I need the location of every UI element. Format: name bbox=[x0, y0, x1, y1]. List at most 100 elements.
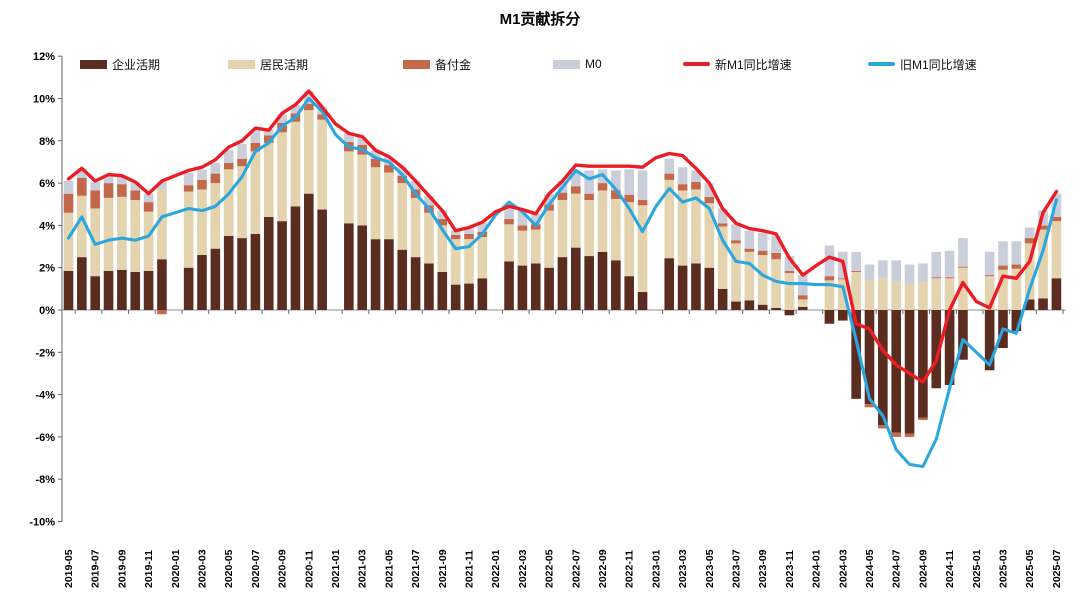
bar-segment-企业活期 bbox=[477, 278, 488, 310]
bar-segment-M0 bbox=[958, 238, 968, 267]
bar-segment-居民活期 bbox=[63, 212, 74, 271]
bar-segment-备付金 bbox=[437, 219, 448, 226]
bar-segment-备付金 bbox=[851, 270, 861, 272]
x-axis-label: 2022-07 bbox=[570, 549, 582, 588]
bar-segment-M0 bbox=[263, 129, 274, 136]
bar-segment-备付金 bbox=[223, 163, 234, 170]
bar-segment-居民活期 bbox=[424, 212, 434, 264]
x-axis-label: 2024-09 bbox=[917, 549, 929, 588]
bar-segment-居民活期 bbox=[824, 280, 835, 310]
bar-segment-居民活期 bbox=[237, 166, 247, 239]
bar-segment-备付金 bbox=[130, 190, 141, 201]
bar-segment-居民活期 bbox=[530, 229, 541, 264]
bar-segment-备付金 bbox=[143, 202, 154, 212]
bar-segment-居民活期 bbox=[1038, 229, 1048, 299]
bar-segment-M0 bbox=[464, 227, 474, 234]
bar-segment-企业活期 bbox=[143, 270, 154, 310]
bar-segment-企业活期 bbox=[677, 265, 688, 310]
bar-segment-备付金 bbox=[771, 252, 781, 260]
bar-segment-M0 bbox=[757, 232, 768, 251]
bar-segment-备付金 bbox=[304, 103, 314, 111]
x-axis-label: 2021-01 bbox=[330, 549, 342, 588]
bar-segment-M0 bbox=[277, 114, 287, 123]
bar-segment-居民活期 bbox=[410, 197, 421, 258]
y-axis-label: 6% bbox=[39, 178, 55, 190]
bar-segment-M0 bbox=[544, 193, 554, 205]
bar-segment-居民活期 bbox=[464, 239, 474, 284]
y-axis-label: -8% bbox=[35, 474, 55, 486]
legend-item-resident-demand: 居民活期 bbox=[228, 56, 308, 72]
bar-segment-企业活期 bbox=[864, 310, 875, 405]
bar-segment-企业活期 bbox=[571, 247, 581, 310]
bar-segment-M0 bbox=[931, 251, 942, 278]
bar-segment-企业活期 bbox=[237, 238, 247, 310]
bar-segment-企业活期 bbox=[450, 284, 461, 310]
legend: 企业活期 居民活期 备付金 M0 新M1同比增速 旧M1同比增速 bbox=[0, 56, 1080, 72]
bar-segment-企业活期 bbox=[851, 310, 861, 399]
bar-segment-备付金 bbox=[931, 277, 942, 279]
x-axis-label: 2023-11 bbox=[784, 550, 796, 588]
bar-segment-企业活期 bbox=[263, 216, 274, 310]
x-axis-label: 2023-03 bbox=[677, 549, 689, 588]
bar-segment-M0 bbox=[424, 195, 434, 206]
bar-segment-备付金 bbox=[1038, 225, 1048, 230]
bar-segment-M0 bbox=[677, 167, 688, 185]
bar-segment-M0 bbox=[704, 183, 715, 197]
bar-segment-M0 bbox=[183, 172, 194, 186]
bar-segment-M0 bbox=[611, 170, 621, 191]
bar-segment-备付金 bbox=[757, 250, 768, 256]
bar-segment-居民活期 bbox=[344, 151, 354, 224]
bar-segment-M0 bbox=[344, 133, 354, 142]
bar-segment-企业活期 bbox=[504, 261, 514, 310]
x-axis-label: 2020-11 bbox=[303, 550, 315, 588]
bar-segment-M0 bbox=[878, 260, 888, 279]
bar-segment-居民活期 bbox=[691, 189, 701, 264]
bar-segment-备付金 bbox=[370, 158, 381, 168]
bar-segment-备付金 bbox=[891, 432, 901, 437]
x-axis-label: 2020-03 bbox=[197, 549, 209, 588]
bar-segment-M0 bbox=[397, 167, 408, 176]
bar-segment-M0 bbox=[117, 175, 127, 185]
bar-segment-M0 bbox=[143, 193, 154, 203]
legend-swatch-m0-icon bbox=[553, 59, 580, 69]
bar-segment-居民活期 bbox=[277, 132, 287, 222]
bar-segment-备付金 bbox=[517, 225, 528, 231]
bar-segment-企业活期 bbox=[624, 276, 634, 310]
bar-segment-居民活期 bbox=[117, 196, 127, 270]
bar-segment-备付金 bbox=[464, 233, 474, 240]
bar-segment-居民活期 bbox=[611, 198, 621, 261]
bar-segment-居民活期 bbox=[450, 239, 461, 285]
bar-segment-企业活期 bbox=[290, 206, 301, 310]
legend-label-old-m1-yoy: 旧M1同比增速 bbox=[900, 57, 977, 72]
bar-segment-居民活期 bbox=[250, 151, 261, 234]
bar-segment-M0 bbox=[90, 182, 100, 191]
bar-segment-M0 bbox=[944, 250, 955, 278]
bar-segment-居民活期 bbox=[517, 230, 528, 266]
bar-segment-备付金 bbox=[677, 184, 688, 191]
bar-segment-M0 bbox=[664, 158, 675, 174]
bar-segment-M0 bbox=[237, 143, 247, 159]
x-axis-label: 2019-05 bbox=[63, 549, 75, 588]
bar-segment-企业活期 bbox=[304, 193, 314, 310]
bar-segment-备付金 bbox=[1011, 264, 1022, 269]
bar-segment-备付金 bbox=[664, 173, 675, 180]
x-axis-label: 2022-03 bbox=[517, 549, 529, 588]
bar-segment-M0 bbox=[223, 150, 234, 164]
chart-title: M1贡献拆分 bbox=[499, 11, 581, 28]
bar-segment-备付金 bbox=[918, 417, 928, 420]
bar-segment-备付金 bbox=[263, 135, 274, 143]
bar-segment-居民活期 bbox=[784, 272, 795, 310]
bar-segment-居民活期 bbox=[384, 172, 394, 240]
bar-segment-企业活期 bbox=[731, 301, 741, 310]
legend-label-reserve-fund: 备付金 bbox=[435, 57, 472, 72]
bar-segment-居民活期 bbox=[878, 278, 888, 310]
bar-segment-居民活期 bbox=[731, 243, 741, 302]
bar-segment-企业活期 bbox=[664, 258, 675, 310]
bar-segment-居民活期 bbox=[744, 251, 755, 301]
legend-swatch-resident-demand-icon bbox=[228, 59, 255, 69]
legend-label-m0: M0 bbox=[585, 57, 602, 71]
bar-segment-M0 bbox=[864, 264, 875, 281]
x-axis-label: 2025-07 bbox=[1051, 549, 1063, 588]
y-axis-label: 10% bbox=[33, 94, 55, 106]
bar-segment-企业活期 bbox=[464, 283, 474, 310]
